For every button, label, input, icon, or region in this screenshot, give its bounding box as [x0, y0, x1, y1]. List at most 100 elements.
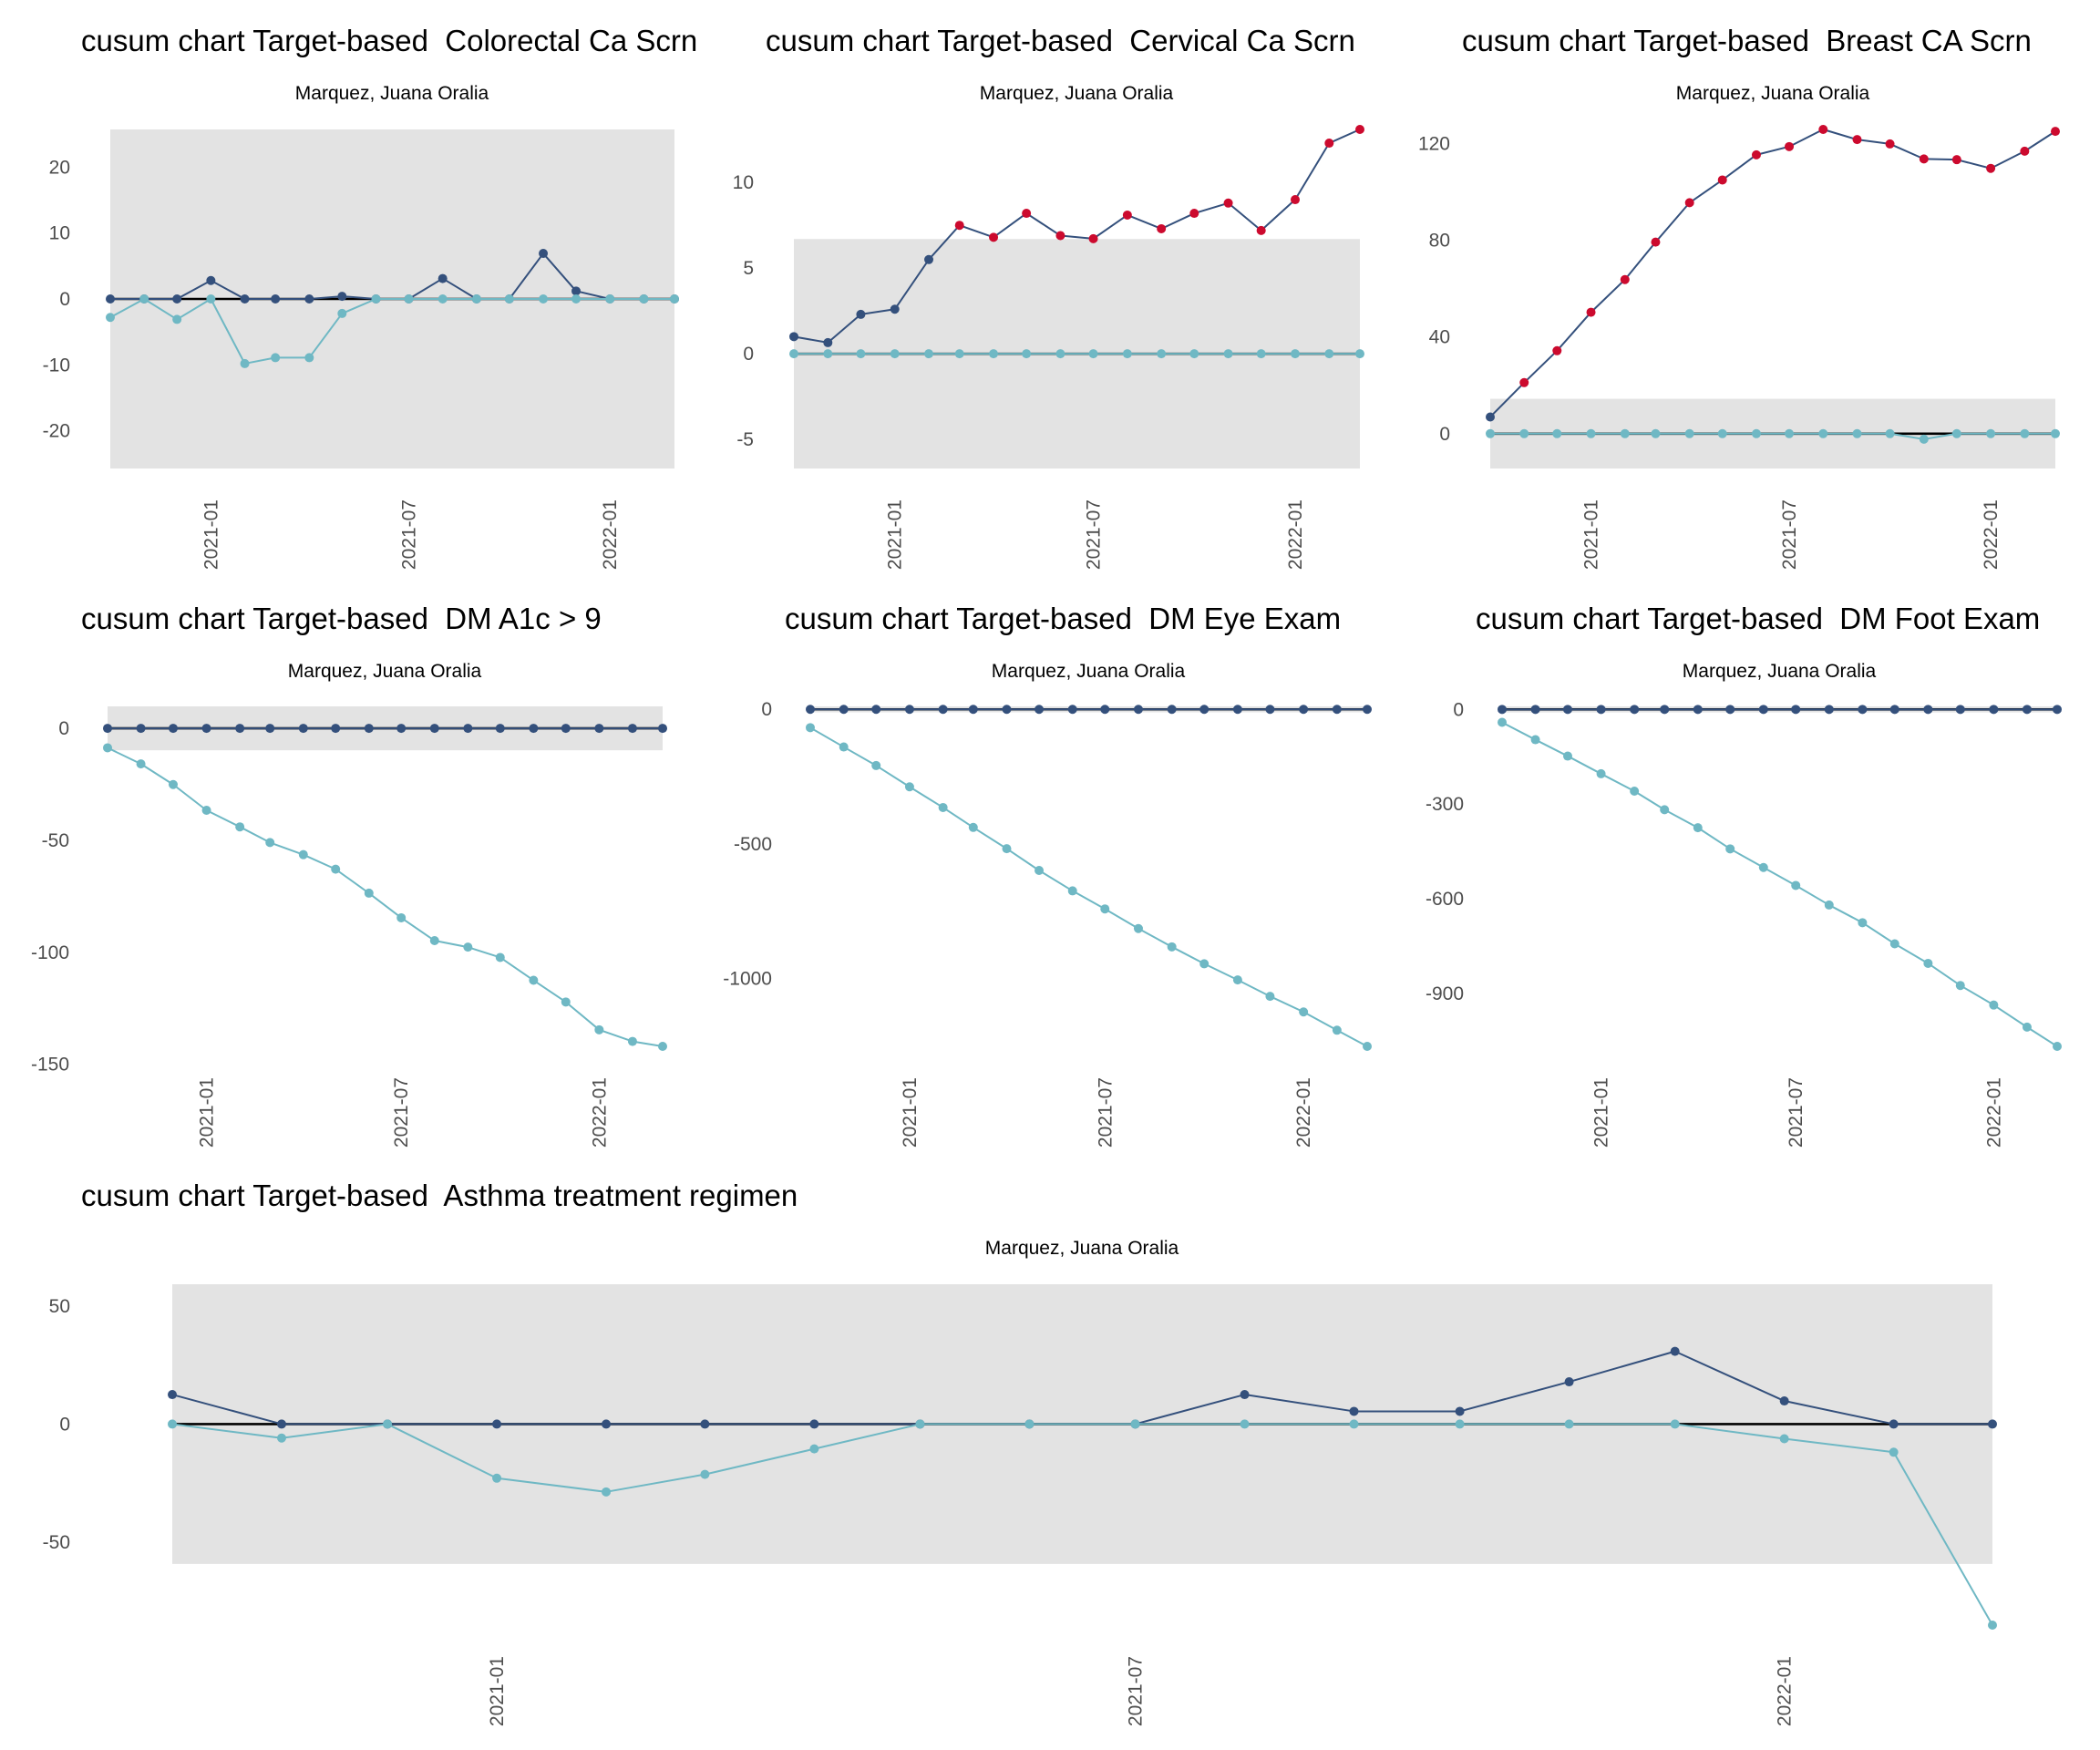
chart-title-foot: cusum chart Target-based DM Foot Exam	[1476, 602, 2041, 635]
upper-cusum-point	[1824, 705, 1834, 715]
upper-cusum-point	[539, 249, 549, 259]
x-tick-label: 2021-07	[1779, 499, 1800, 570]
chart-asthma: 50 0 -50 2021-01 2021-07 2022-01	[43, 1284, 1997, 1726]
lower-cusum-point	[658, 1042, 667, 1051]
out-of-control-point	[1717, 175, 1727, 185]
out-of-control-point	[1088, 233, 1098, 243]
lower-cusum-point	[1717, 428, 1727, 438]
upper-cusum-point	[594, 724, 604, 734]
out-of-control-point	[1684, 198, 1694, 208]
lower-cusum-point	[1349, 1419, 1359, 1429]
lower-cusum-point	[924, 349, 934, 359]
x-tick-label: 2021-07	[398, 499, 419, 570]
out-of-control-point	[1919, 154, 1929, 164]
lower-cusum-point	[1067, 886, 1077, 896]
upper-cusum-point	[658, 724, 667, 734]
lower-cusum-point	[1552, 428, 1562, 438]
upper-cusum-point	[1670, 1346, 1680, 1356]
lower-cusum-point	[1596, 768, 1606, 778]
lower-cusum-point	[1660, 805, 1670, 815]
y-tick-label: 0	[743, 344, 754, 365]
lower-cusum-point	[1885, 428, 1895, 438]
upper-cusum-point	[1660, 705, 1670, 715]
y-tick-label: 0	[58, 718, 69, 739]
lower-cusum-point	[1055, 349, 1065, 359]
upper-cusum-point	[206, 275, 216, 285]
x-tick-label: 2022-01	[1285, 499, 1306, 570]
lower-cusum-point	[1858, 918, 1868, 928]
upper-cusum-point	[1564, 1377, 1574, 1387]
lower-cusum-point	[331, 864, 341, 874]
upper-cusum-point	[337, 292, 347, 302]
upper-cusum-point	[1035, 705, 1045, 715]
out-of-control-point	[1552, 345, 1562, 355]
x-tick-label: 2021-01	[1581, 499, 1602, 570]
upper-cusum-point	[136, 724, 146, 734]
upper-cusum-point	[235, 724, 245, 734]
chart-subtitle-eye: Marquez, Juana Oralia	[991, 661, 1186, 682]
lower-cusum-point	[1951, 428, 1961, 438]
upper-cusum-point	[1486, 412, 1495, 422]
out-of-control-point	[1122, 210, 1132, 220]
lower-cusum-point	[1088, 349, 1098, 359]
lower-cusum-point	[1022, 349, 1032, 359]
x-tick-label: 2021-01	[487, 1656, 508, 1726]
out-of-control-point	[1256, 225, 1266, 235]
upper-cusum-point	[1167, 705, 1177, 715]
chart-breast: 120 80 40 0 2021-01 2021-07 2022-01	[1418, 125, 2060, 570]
y-tick-label: -50	[42, 830, 69, 851]
lower-cusum-point	[1989, 1000, 1999, 1010]
y-tick-label: 0	[1439, 424, 1450, 445]
lower-cusum-point	[1530, 735, 1540, 745]
out-of-control-point	[1223, 198, 1233, 208]
upper-cusum-point	[1889, 705, 1899, 715]
chart-title-breast: cusum chart Target-based Breast CA Scrn	[1462, 24, 2032, 57]
upper-cusum-point	[700, 1419, 710, 1429]
upper-cusum-point	[823, 337, 833, 347]
out-of-control-point	[1355, 125, 1364, 134]
y-tick-label: -100	[31, 942, 69, 963]
lower-cusum-point	[2051, 428, 2060, 438]
upper-cusum-point	[201, 724, 211, 734]
lower-cusum-point	[890, 349, 900, 359]
upper-cusum-point	[1725, 705, 1735, 715]
lower-cusum-point	[1955, 981, 1965, 991]
chart-title-eye: cusum chart Target-based DM Eye Exam	[785, 602, 1342, 635]
lower-cusum-point	[968, 822, 978, 832]
y-tick-label: -300	[1426, 794, 1464, 815]
y-tick-label: 0	[761, 699, 772, 720]
out-of-control-point	[1751, 149, 1761, 160]
lower-cusum-point	[201, 806, 211, 816]
lower-cusum-point	[989, 349, 999, 359]
lower-cusum-point	[806, 723, 815, 733]
upper-cusum-point	[2022, 705, 2032, 715]
y-tick-label: 10	[49, 223, 70, 244]
lower-cusum-point	[1290, 349, 1300, 359]
upper-cusum-point	[265, 724, 275, 734]
chart-title-a1c: cusum chart Target-based DM A1c > 9	[81, 602, 602, 635]
lower-cusum-point	[495, 952, 505, 962]
lower-cusum-point	[789, 349, 798, 359]
x-tick-label: 2022-01	[1983, 1077, 2004, 1148]
y-tick-label: 5	[743, 258, 754, 279]
upper-cusum-point	[968, 705, 978, 715]
chart-colorectal: 20 10 0 -10 -20 2021-01 2021-07 2022-01	[43, 129, 679, 570]
lower-cusum-point	[605, 294, 615, 304]
lower-cusum-point	[172, 314, 182, 324]
lower-cusum-point	[103, 743, 112, 753]
lower-cusum-point	[1852, 428, 1862, 438]
out-of-control-point	[1785, 141, 1795, 151]
lower-cusum-point	[106, 313, 115, 323]
lower-cusum-point	[492, 1473, 502, 1483]
upper-cusum-point	[1498, 705, 1507, 715]
x-tick-label: 2021-07	[1084, 499, 1105, 570]
y-tick-label: 0	[59, 289, 70, 310]
chart-subtitle-colorectal: Marquez, Juana Oralia	[294, 83, 489, 104]
upper-cusum-point	[429, 724, 439, 734]
lower-cusum-point	[139, 294, 149, 304]
chart-subtitle-asthma: Marquez, Juana Oralia	[984, 1238, 1179, 1259]
out-of-control-point	[1519, 377, 1529, 387]
out-of-control-point	[1852, 135, 1862, 145]
lower-cusum-point	[1256, 349, 1266, 359]
